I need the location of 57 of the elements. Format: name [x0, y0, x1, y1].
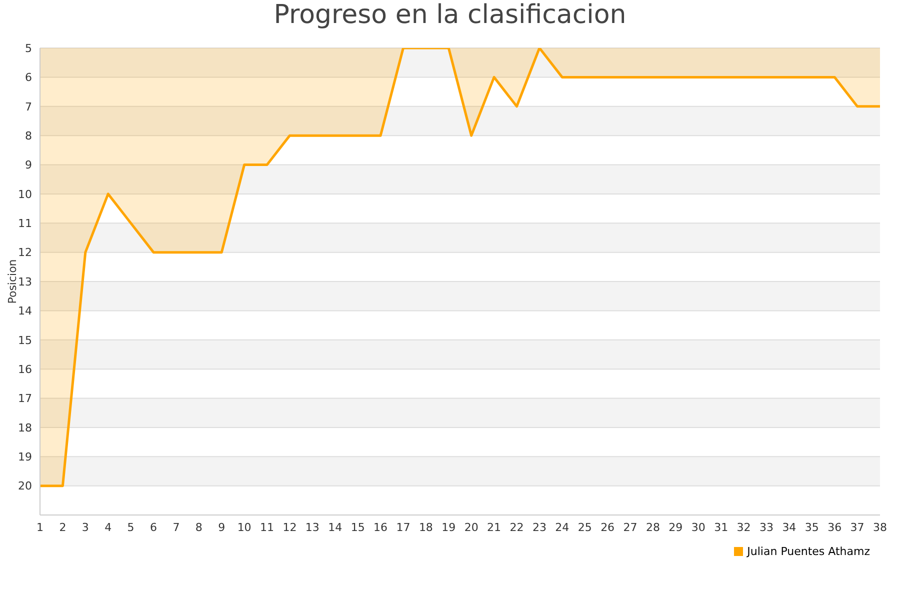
x-tick-label: 4 [104, 520, 112, 534]
x-tick-label: 32 [736, 520, 751, 534]
x-tick-label: 14 [328, 520, 342, 534]
x-tick-label: 8 [195, 520, 202, 534]
x-tick-label: 36 [828, 520, 842, 534]
y-tick-label: 6 [25, 71, 32, 84]
y-tick-label: 11 [18, 217, 32, 230]
y-tick-label: 16 [18, 362, 32, 376]
x-tick-label: 35 [804, 520, 819, 534]
x-tick-label: 9 [218, 520, 226, 534]
x-tick-label: 1 [36, 520, 44, 534]
x-tick-label: 13 [305, 520, 320, 534]
x-tick-label: 5 [127, 520, 134, 534]
x-tick-label: 20 [464, 520, 478, 534]
y-tick-label: 8 [25, 129, 32, 142]
x-tick-label: 17 [396, 520, 410, 534]
y-axis-title: Posicion [6, 259, 19, 304]
x-tick-label: 31 [714, 520, 728, 534]
y-tick-label: 20 [18, 480, 32, 493]
x-tick-label: 30 [691, 520, 706, 534]
y-tick-label: 15 [18, 334, 32, 347]
x-tick-label: 22 [510, 520, 524, 534]
y-tick-label: 10 [18, 188, 32, 201]
x-tick-label: 38 [873, 520, 887, 534]
x-tick-label: 37 [850, 520, 864, 534]
y-tick-label: 7 [25, 100, 32, 114]
y-tick-label: 9 [25, 158, 32, 172]
x-tick-label: 3 [82, 520, 89, 534]
x-tick-label: 19 [442, 520, 456, 534]
x-tick-label: 34 [782, 520, 796, 534]
x-tick-label: 15 [350, 520, 365, 534]
y-tick-label: 18 [18, 421, 32, 434]
legend-label: Julian Puentes Athamz [747, 545, 870, 558]
x-tick-label: 12 [282, 520, 297, 534]
x-tick-label: 28 [646, 520, 660, 534]
chart-title: Progreso en la clasificacion [272, 0, 628, 30]
x-tick-label: 25 [578, 520, 592, 534]
y-tick-label: 5 [25, 42, 32, 55]
x-tick-label: 23 [532, 520, 546, 534]
x-tick-label: 24 [555, 520, 570, 534]
y-tick-label: 12 [18, 246, 32, 260]
x-tick-label: 21 [487, 520, 502, 534]
x-tick-label: 2 [59, 520, 66, 534]
y-tick-label: 14 [18, 304, 32, 318]
y-tick-label: 19 [18, 450, 32, 464]
x-tick-label: 6 [150, 520, 158, 534]
x-tick-label: 16 [374, 520, 388, 534]
x-tick-label: 27 [623, 520, 638, 534]
y-tick-label: 13 [18, 275, 32, 288]
x-tick-label: 29 [668, 520, 683, 534]
y-tick-label: 17 [18, 392, 32, 406]
x-tick-label: 10 [237, 520, 252, 534]
x-tick-label: 26 [600, 520, 615, 534]
x-tick-label: 18 [418, 520, 433, 534]
x-tick-label: 33 [759, 520, 774, 534]
x-tick-label: 7 [172, 520, 180, 534]
x-tick-label: 11 [260, 520, 274, 534]
